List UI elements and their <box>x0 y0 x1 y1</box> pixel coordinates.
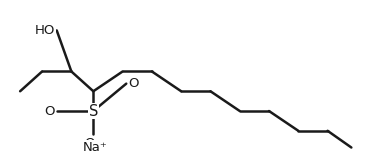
Text: O: O <box>44 104 55 117</box>
Text: S: S <box>89 104 98 119</box>
Text: O: O <box>128 77 139 90</box>
Text: O⁻: O⁻ <box>85 137 102 150</box>
Text: HO: HO <box>34 24 55 37</box>
Text: Na⁺: Na⁺ <box>83 141 108 154</box>
